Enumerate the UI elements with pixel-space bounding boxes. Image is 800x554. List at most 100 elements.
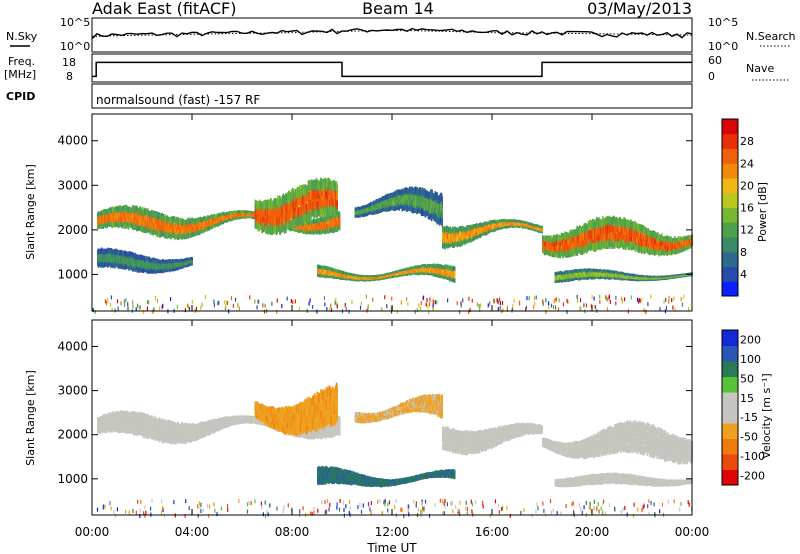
- cpid-value: normalsound (fast) -157 RF: [96, 93, 260, 107]
- clutter-cell: [615, 301, 617, 306]
- clutter-cell: [620, 296, 623, 301]
- noise-axis-bottom-right: 10^0: [708, 40, 738, 53]
- clutter-cell: [567, 299, 569, 304]
- clutter-cell: [226, 301, 229, 305]
- clutter-cell: [534, 301, 536, 306]
- clutter-cell: [309, 298, 311, 303]
- clutter-cell: [548, 305, 550, 310]
- clutter-cell: [344, 302, 346, 307]
- clutter-cell: [659, 307, 661, 312]
- clutter-cell: [407, 302, 409, 307]
- clutter-cell: [188, 306, 191, 311]
- clutter-cell: [106, 301, 108, 306]
- clutter-cell: [641, 297, 643, 302]
- clutter-cell: [217, 301, 219, 306]
- freq-line: [92, 61, 692, 78]
- clutter-cell: [238, 306, 240, 311]
- clutter-cell: [223, 300, 226, 305]
- clutter-cell: [599, 299, 601, 304]
- noise-panel-frame: [91, 17, 693, 53]
- freq-series: [92, 61, 692, 83]
- clutter-cell: [213, 303, 215, 308]
- clutter-cell: [330, 308, 333, 313]
- clutter-cell: [550, 303, 553, 308]
- clutter-cell: [336, 304, 338, 309]
- clutter-cell: [668, 299, 670, 304]
- range-cell: [441, 218, 443, 227]
- clutter-cell: [469, 308, 471, 313]
- clutter-cell: [281, 304, 283, 308]
- clutter-cell: [554, 298, 556, 303]
- range-cell: [336, 184, 338, 194]
- clutter-cell: [499, 306, 501, 310]
- clutter-cell: [225, 304, 227, 309]
- nave-axis-top: 60: [708, 54, 722, 67]
- clutter-cell: [127, 306, 129, 311]
- clutter-cell: [680, 296, 682, 301]
- clutter-cell: [555, 297, 557, 302]
- clutter-cell: [512, 304, 514, 309]
- clutter-cell: [562, 302, 564, 307]
- clutter-cell: [593, 296, 595, 301]
- clutter-cell: [257, 299, 259, 304]
- clutter-cell: [367, 304, 369, 309]
- clutter-cell: [497, 307, 499, 311]
- beam-label: Beam 14: [362, 0, 434, 18]
- clutter-cell: [585, 303, 587, 308]
- clutter-cell: [506, 305, 508, 310]
- clutter-cell: [533, 296, 535, 301]
- clutter-cell: [665, 297, 667, 302]
- clutter-cell: [673, 296, 675, 301]
- clutter-cell: [308, 301, 310, 306]
- clutter-cell: [139, 305, 141, 310]
- clutter-cell: [396, 309, 398, 314]
- clutter-cell: [630, 295, 632, 300]
- range-cell: [453, 270, 456, 276]
- clutter-cell: [432, 306, 434, 311]
- clutter-cell: [643, 308, 645, 313]
- nsearch-label: N.Search: [746, 30, 796, 43]
- clutter-cell: [416, 308, 418, 313]
- clutter-cell: [460, 303, 462, 308]
- clutter-cell: [532, 304, 535, 309]
- clutter-cell: [237, 303, 239, 308]
- clutter-cell: [665, 305, 668, 310]
- clutter-cell: [566, 310, 568, 314]
- clutter-cell: [104, 299, 107, 304]
- clutter-cell: [608, 295, 610, 300]
- clutter-cell: [432, 300, 434, 304]
- clutter-cell: [468, 296, 470, 301]
- clutter-cell: [146, 300, 149, 305]
- freq-unit-label: [MHz]: [4, 68, 36, 81]
- noise-series: [91, 27, 693, 40]
- clutter-cell: [312, 305, 314, 309]
- clutter-cell: [110, 295, 112, 300]
- clutter-cell: [576, 294, 578, 299]
- date-label: 03/May/2013: [587, 0, 692, 18]
- clutter-cell: [663, 299, 665, 304]
- clutter-cell: [668, 295, 670, 300]
- clutter-cell: [636, 297, 639, 302]
- clutter-cell: [462, 298, 464, 303]
- range-cell: [338, 217, 341, 223]
- clutter-cell: [542, 302, 544, 306]
- clutter-cell: [249, 295, 251, 300]
- clutter-cell: [545, 298, 547, 303]
- range-cell: [441, 209, 443, 218]
- clutter-cell: [384, 295, 386, 300]
- clutter-cell: [566, 298, 568, 303]
- clutter-cell: [335, 297, 337, 302]
- clutter-cell: [638, 299, 640, 304]
- clutter-cell: [152, 309, 154, 314]
- clutter-cell: [132, 304, 134, 309]
- clutter-cell: [432, 303, 434, 308]
- clutter-cell: [501, 301, 504, 305]
- clutter-cell: [583, 303, 585, 308]
- clutter-cell: [548, 301, 550, 306]
- clutter-cell: [525, 305, 527, 310]
- clutter-cell: [650, 294, 652, 299]
- clutter-cell: [264, 303, 266, 308]
- clutter-cell: [496, 298, 498, 302]
- radar-title: Adak East (fitACF): [92, 0, 236, 18]
